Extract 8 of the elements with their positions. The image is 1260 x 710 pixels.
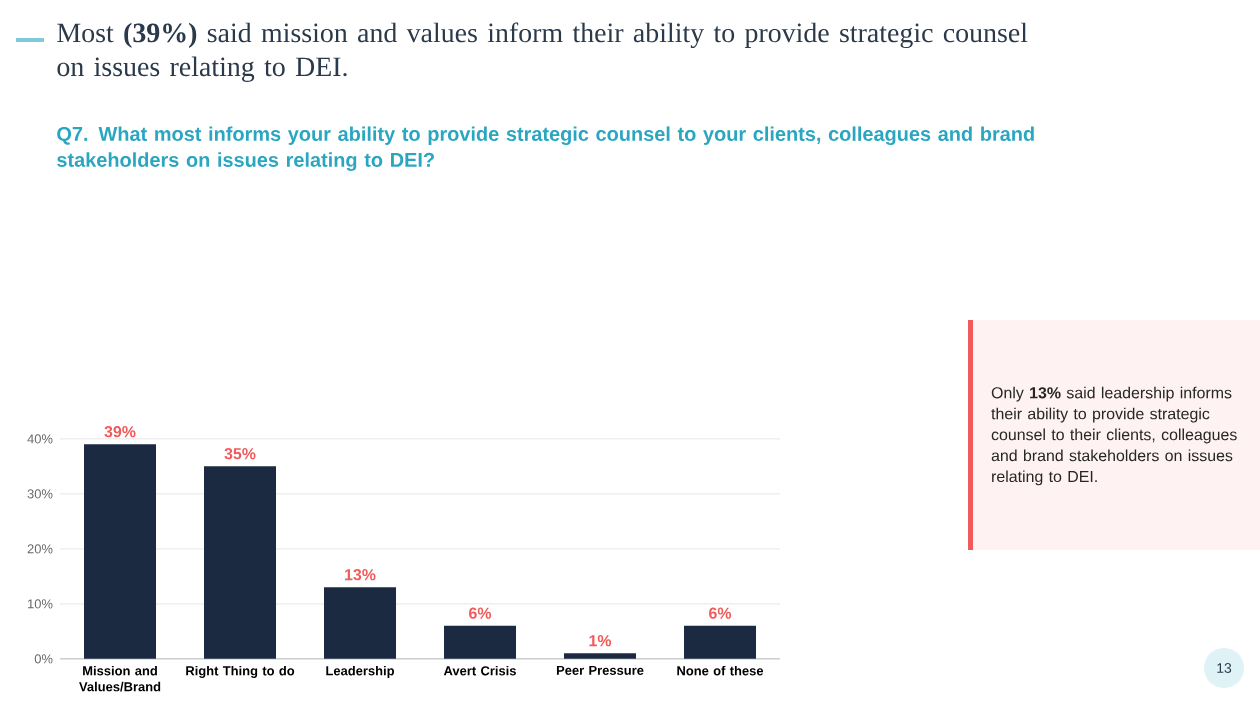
chart-title: Most (39%) said mission and values inform their ability to provide strategic counsel on issues relating to DEI. xyxy=(57,22,1028,82)
bar xyxy=(444,625,517,659)
bar xyxy=(564,653,637,659)
bar xyxy=(204,466,277,659)
chart-subtitle: Q7. What most informs your ability to provide strategic counsel to your clients, colleagues and brand stakeholders on issues relating to DEI? xyxy=(57,126,1034,171)
bar xyxy=(684,625,757,659)
bar xyxy=(324,587,397,659)
bar xyxy=(84,444,157,659)
